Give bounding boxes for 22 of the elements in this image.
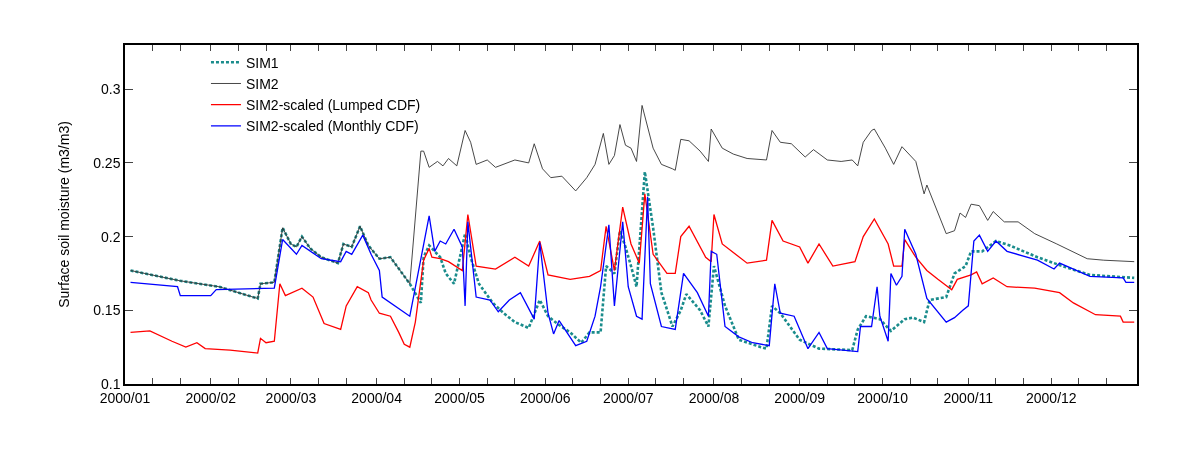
x-tick-label: 2000/02 xyxy=(185,389,237,406)
x-tick-label: 2000/11 xyxy=(943,389,994,406)
x-tick-label: 2000/08 xyxy=(688,389,740,406)
x-tick-label: 2000/06 xyxy=(519,389,571,406)
y-axis-title: Surface soil moisture (m3/m3) xyxy=(56,121,73,308)
legend-label: SIM2 xyxy=(245,75,279,92)
y-tick-label: 0.2 xyxy=(100,228,121,245)
y-tick-label: 0.3 xyxy=(100,81,121,98)
legend-label: SIM2-scaled (Lumped CDF) xyxy=(245,97,421,114)
x-tick-label: 2000/09 xyxy=(774,389,826,406)
legend-label: SIM1 xyxy=(245,54,279,71)
y-tick-label: 0.1 xyxy=(100,375,121,392)
legend-label: SIM2-scaled (Monthly CDF) xyxy=(245,118,419,135)
x-tick-label: 2000/03 xyxy=(265,389,317,406)
x-tick-label: 2000/01 xyxy=(99,389,151,406)
x-tick-label: 2000/05 xyxy=(434,389,486,406)
x-tick-label: 2000/12 xyxy=(1025,389,1077,406)
x-tick-label: 2000/10 xyxy=(857,389,909,406)
x-tick-label: 2000/07 xyxy=(602,389,654,406)
y-tick-label: 0.25 xyxy=(93,154,121,171)
y-tick-label: 0.15 xyxy=(93,302,121,319)
x-tick-label: 2000/04 xyxy=(351,389,403,406)
